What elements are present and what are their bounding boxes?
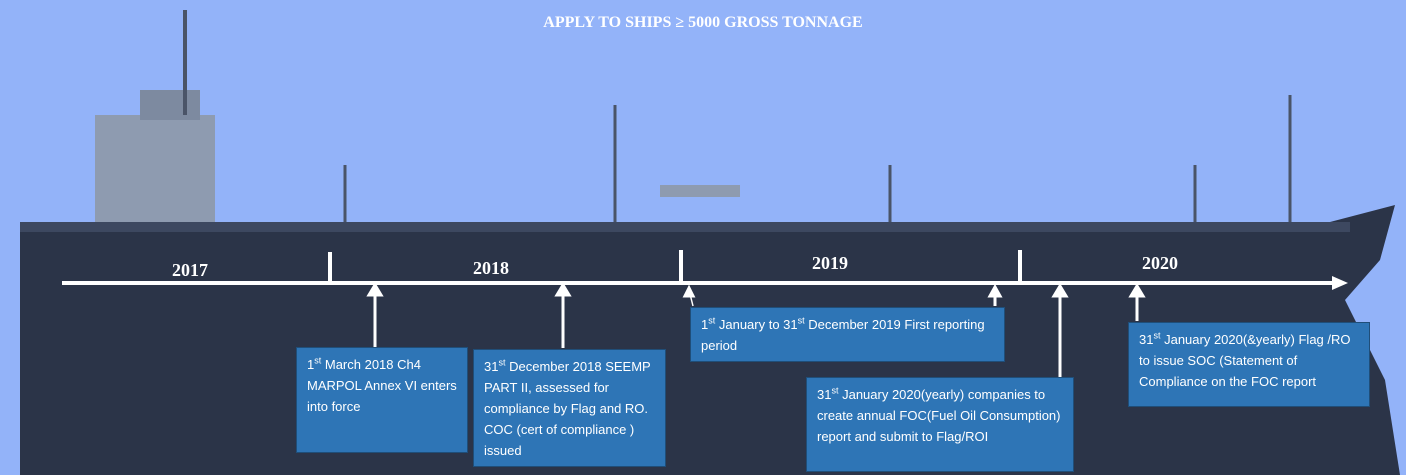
title: APPLY TO SHIPS ≥ 5000 GROSS TONNAGE (0, 14, 1406, 32)
box-text: January 2020(yearly) companies to create… (817, 387, 1061, 444)
deck (20, 222, 1350, 232)
milestone-box: 1st March 2018 Ch4 MARPOL Annex VI enter… (296, 347, 468, 453)
bridge (140, 90, 200, 120)
box-text: 31 (484, 359, 498, 374)
milestone-box: 31st January 2020(&yearly) Flag /RO to i… (1128, 322, 1370, 407)
box-text: 31 (1139, 332, 1153, 347)
box-text: January to 31 (715, 317, 797, 332)
box-text: 31 (817, 387, 831, 402)
year-label: 2018 (473, 258, 509, 279)
milestone-box: 31st January 2020(yearly) companies to c… (806, 377, 1074, 472)
milestone-box: 31st December 2018 SEEMP PART II, assess… (473, 349, 666, 467)
superstructure (95, 115, 215, 225)
box-text: March 2018 Ch4 MARPOL Annex VI enters in… (307, 357, 457, 414)
year-label: 2020 (1142, 253, 1178, 274)
infographic: APPLY TO SHIPS ≥ 5000 GROSS TONNAGE 2017… (0, 0, 1406, 475)
crane (660, 185, 740, 197)
year-label: 2017 (172, 260, 208, 281)
year-label: 2019 (812, 253, 848, 274)
ordinal-suffix: st (798, 316, 805, 326)
milestone-box: 1st January to 31st December 2019 First … (690, 307, 1005, 362)
box-text: December 2018 SEEMP PART II, assessed fo… (484, 359, 650, 458)
box-text: January 2020(&yearly) Flag /RO to issue … (1139, 332, 1351, 389)
